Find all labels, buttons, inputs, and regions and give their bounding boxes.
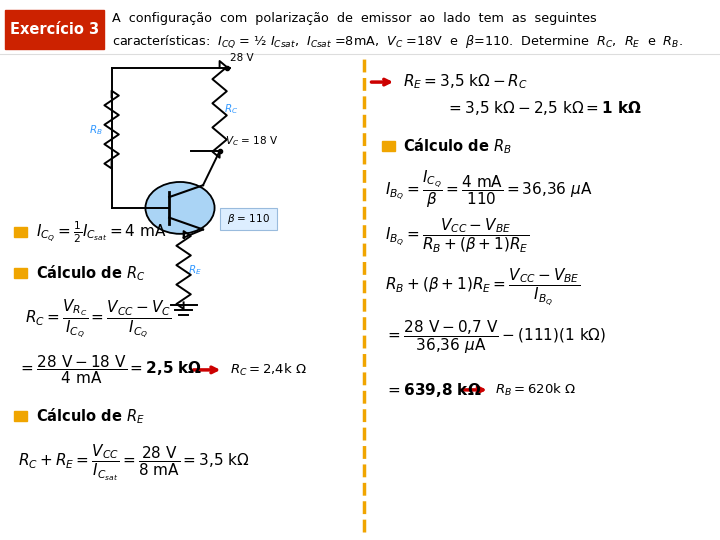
Text: 28 V: 28 V (230, 53, 254, 63)
Text: características:  $I_{CQ}$ = ½ $I_{Csat}$,  $I_{Csat}$ =8mA,  $V_C$ =18V  e  $\b: características: $I_{CQ}$ = ½ $I_{Csat}$… (112, 34, 683, 50)
Text: $R_E = 3{,}5\ \mathrm{k\Omega} - R_C$: $R_E = 3{,}5\ \mathrm{k\Omega} - R_C$ (403, 73, 528, 91)
Bar (5, 10, 104, 49)
Bar (14, 411, 27, 421)
Text: $= \dfrac{28\ \mathrm{V} - 0{,}7\ \mathrm{V}}{36{,}36\ \mu\mathrm{A}} - (111)(1\: $= \dfrac{28\ \mathrm{V} - 0{,}7\ \mathr… (385, 319, 606, 356)
Bar (14, 227, 27, 237)
Text: $R_B$: $R_B$ (89, 123, 103, 137)
Bar (220, 208, 277, 230)
Text: Exercício 3: Exercício 3 (10, 22, 99, 37)
Text: $R_B = 620\mathrm{k}\ \Omega$: $R_B = 620\mathrm{k}\ \Omega$ (495, 382, 577, 398)
Text: $I_{C_Q} = \frac{1}{2}I_{C_{sat}} = 4\ \mathrm{mA}$: $I_{C_Q} = \frac{1}{2}I_{C_{sat}} = 4\ \… (36, 219, 166, 245)
Text: Cálculo de $R_B$: Cálculo de $R_B$ (403, 136, 512, 156)
Text: $R_C = 2{,}4\mathrm{k}\ \Omega$: $R_C = 2{,}4\mathrm{k}\ \Omega$ (230, 362, 307, 378)
Bar (382, 141, 395, 151)
Text: $\beta$ = 110: $\beta$ = 110 (227, 212, 270, 226)
Text: $I_{B_Q} = \dfrac{V_{CC} - V_{BE}}{R_B + (\beta + 1)R_E}$: $I_{B_Q} = \dfrac{V_{CC} - V_{BE}}{R_B +… (385, 217, 529, 255)
Text: $V_C$ = 18 V: $V_C$ = 18 V (225, 134, 279, 149)
Text: Cálculo de $R_C$: Cálculo de $R_C$ (36, 263, 145, 282)
Text: $R_E$: $R_E$ (188, 263, 202, 277)
Text: $I_{B_Q} = \dfrac{I_{C_Q}}{\beta} = \dfrac{4\ \mathrm{mA}}{110} = 36{,}36\ \mu\m: $I_{B_Q} = \dfrac{I_{C_Q}}{\beta} = \dfr… (385, 168, 593, 210)
Circle shape (145, 182, 215, 234)
Text: $R_C + R_E = \dfrac{V_{CC}}{I_{C_{sat}}} = \dfrac{28\ \mathrm{V}}{8\ \mathrm{mA}: $R_C + R_E = \dfrac{V_{CC}}{I_{C_{sat}}}… (18, 443, 250, 483)
Text: $R_C = \dfrac{V_{R_C}}{I_{C_Q}} = \dfrac{V_{CC} - V_C}{I_{C_Q}}$: $R_C = \dfrac{V_{R_C}}{I_{C_Q}} = \dfrac… (25, 297, 172, 340)
Text: $= 3{,}5\ \mathrm{k\Omega} - 2{,}5\ \mathrm{k\Omega} = \mathbf{1\ k\Omega}$: $= 3{,}5\ \mathrm{k\Omega} - 2{,}5\ \mat… (446, 99, 642, 117)
Text: Cálculo de $R_E$: Cálculo de $R_E$ (36, 406, 145, 426)
Text: $R_C$: $R_C$ (224, 103, 238, 116)
Bar (14, 268, 27, 278)
Text: $= \mathbf{639{,}8\ k\Omega}$: $= \mathbf{639{,}8\ k\Omega}$ (385, 381, 482, 399)
Text: $= \dfrac{28\ \mathrm{V} - 18\ \mathrm{V}}{4\ \mathrm{mA}} = \mathbf{2{,}5\ k\Om: $= \dfrac{28\ \mathrm{V} - 18\ \mathrm{V… (18, 354, 202, 386)
Text: A  configuração  com  polarização  de  emissor  ao  lado  tem  as  seguintes: A configuração com polarização de emisso… (112, 12, 596, 25)
Text: $R_B + (\beta + 1)R_E = \dfrac{V_{CC} - V_{BE}}{I_{B_Q}}$: $R_B + (\beta + 1)R_E = \dfrac{V_{CC} - … (385, 267, 580, 308)
